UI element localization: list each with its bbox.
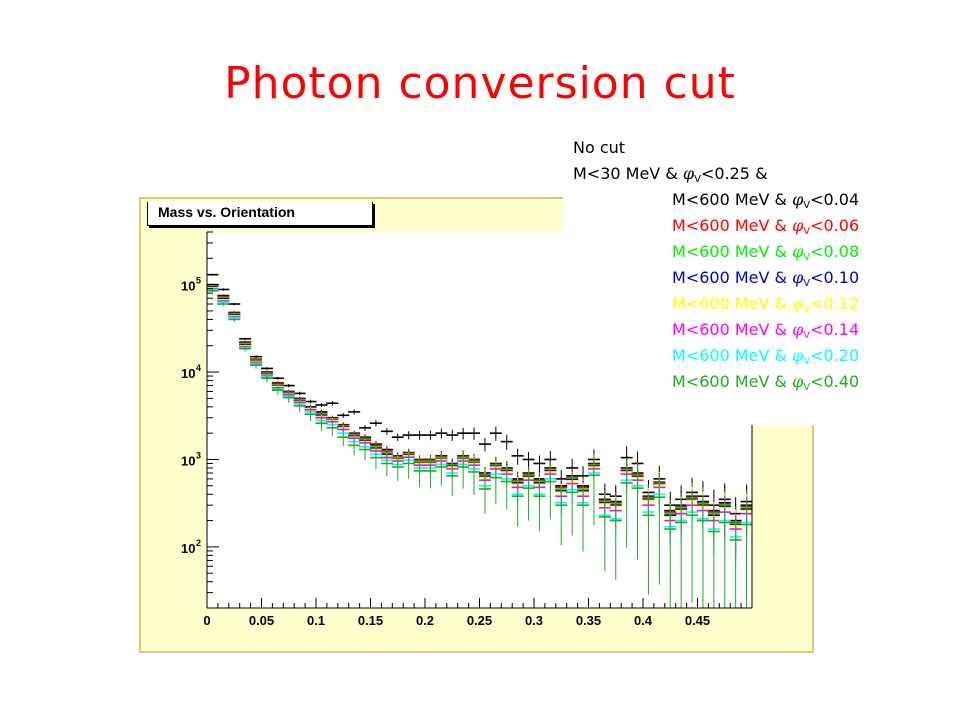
y-tick-label: 10 bbox=[181, 279, 195, 294]
legend-entry-prefix: M<600 MeV & bbox=[672, 242, 793, 261]
legend-entry-subscript: V bbox=[803, 304, 811, 315]
legend-entry-subscript: V bbox=[803, 200, 811, 211]
legend-entry-subscript: V bbox=[803, 330, 811, 341]
legend-entry-prefix: M<600 MeV & bbox=[672, 216, 793, 235]
legend-entry: M<600 MeV & φV<0.12 bbox=[672, 294, 859, 320]
legend-entry-phi: φ bbox=[792, 242, 804, 261]
y-tick-exponent: 4 bbox=[196, 363, 201, 373]
y-tick-exponent: 5 bbox=[196, 276, 201, 286]
legend-entry-phi: φ bbox=[792, 268, 804, 287]
legend-entry-prefix: M<600 MeV & bbox=[672, 320, 793, 339]
legend-entry-suffix: <0.20 bbox=[810, 346, 860, 365]
legend-entry-subscript: V bbox=[694, 174, 701, 185]
legend-entry-phi: φ bbox=[792, 294, 804, 313]
y-tick-label: 10 bbox=[181, 541, 195, 556]
legend-entry-prefix: M<600 MeV & bbox=[672, 294, 793, 313]
slide-title: Photon conversion cut bbox=[224, 58, 736, 109]
y-tick-label: 10 bbox=[181, 453, 195, 468]
plot-title: Mass vs. Orientation bbox=[158, 204, 295, 220]
legend: No cut M<30 MeV & φV<0.25 & M<600 MeV & φV… bbox=[563, 130, 931, 425]
x-tick-label: 0.2 bbox=[416, 613, 434, 628]
y-tick-exponent: 3 bbox=[196, 450, 201, 460]
x-tick-label: 0.1 bbox=[307, 613, 325, 628]
legend-entry-phi: φ bbox=[792, 372, 804, 391]
legend-entry-subscript: V bbox=[803, 278, 811, 289]
legend-entry-suffix: <0.06 bbox=[810, 216, 860, 235]
y-tick-label: 10 bbox=[181, 366, 195, 381]
y-tick-exponent: 2 bbox=[196, 538, 201, 548]
legend-entry: M<600 MeV & φV<0.20 bbox=[672, 346, 859, 372]
legend-entry-suffix: <0.12 bbox=[810, 294, 860, 313]
legend-entry-prefix: M<30 MeV & bbox=[573, 164, 683, 183]
legend-entry-prefix: M<600 MeV & bbox=[672, 190, 793, 209]
legend-entry-phi: φ bbox=[682, 164, 695, 183]
legend-entry: M<600 MeV & φV<0.40 bbox=[672, 372, 859, 398]
legend-entry-prefix: M<600 MeV & bbox=[672, 268, 793, 287]
legend-entry: M<600 MeV & φV<0.06 bbox=[672, 216, 859, 242]
legend-entry-suffix: <0.40 bbox=[810, 372, 860, 391]
legend-entry-subscript: V bbox=[803, 382, 811, 393]
legend-entry-prefix: M<600 MeV & bbox=[672, 346, 793, 365]
legend-entry-phi: φ bbox=[792, 190, 804, 209]
legend-entry: M<30 MeV & φV<0.25 & bbox=[573, 164, 768, 190]
x-tick-label: 0 bbox=[203, 613, 210, 628]
x-tick-label: 0.05 bbox=[249, 613, 274, 628]
x-tick-label: 0.45 bbox=[685, 613, 710, 628]
legend-entry-suffix: <0.14 bbox=[810, 320, 860, 339]
x-tick-label: 0.4 bbox=[634, 613, 653, 628]
legend-entry: M<600 MeV & φV<0.10 bbox=[672, 268, 859, 294]
x-tick-label: 0.35 bbox=[576, 613, 601, 628]
legend-entry: M<600 MeV & φV<0.04 bbox=[672, 190, 859, 216]
legend-entry-subscript: V bbox=[803, 226, 811, 237]
x-tick-label: 0.3 bbox=[525, 613, 543, 628]
legend-entry: M<600 MeV & φV<0.14 bbox=[672, 320, 859, 346]
legend-entry-phi: φ bbox=[792, 320, 804, 339]
x-tick-label: 0.15 bbox=[358, 613, 383, 628]
legend-entry-prefix: No cut bbox=[573, 138, 626, 157]
legend-entry-suffix: <0.10 bbox=[810, 268, 860, 287]
legend-entry: M<600 MeV & φV<0.08 bbox=[672, 242, 859, 268]
legend-entry-suffix: <0.04 bbox=[810, 190, 860, 209]
legend-entry-phi: φ bbox=[792, 346, 804, 365]
plot-title-box bbox=[147, 202, 373, 226]
series-8 bbox=[206, 289, 753, 608]
legend-entry-prefix: M<600 MeV & bbox=[672, 372, 793, 391]
legend-entry-subscript: V bbox=[803, 252, 811, 263]
legend-entry: No cut bbox=[573, 138, 625, 158]
legend-entry-suffix: <0.08 bbox=[810, 242, 860, 261]
legend-entry-subscript: V bbox=[803, 356, 811, 367]
legend-entry-suffix: <0.25 & bbox=[700, 164, 768, 183]
legend-entry-phi: φ bbox=[792, 216, 804, 235]
x-tick-label: 0.25 bbox=[467, 613, 492, 628]
